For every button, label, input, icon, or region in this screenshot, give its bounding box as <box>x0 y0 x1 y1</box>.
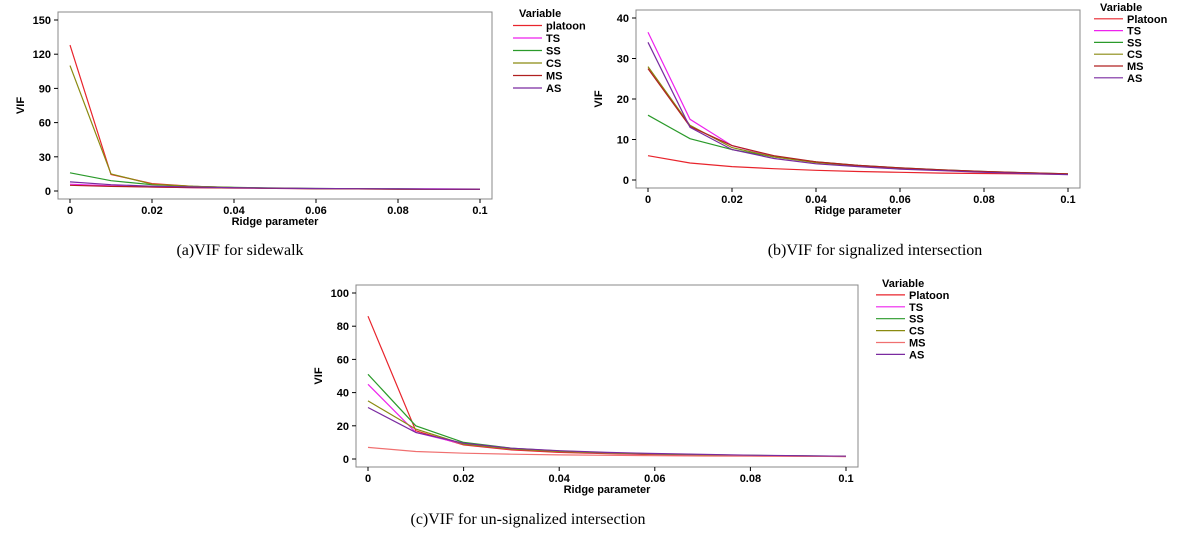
y-tick-label: 0 <box>45 186 51 198</box>
series-line-as <box>647 42 1069 176</box>
series-line-as <box>69 181 481 190</box>
chart-2: 0 20 40 60 80 100 0 0.02 0.04 0.06 0.08 0.1 Ridge pa… <box>313 278 950 528</box>
legend-entry: TS <box>1127 26 1141 38</box>
x-tick-label: 0.02 <box>721 194 742 206</box>
legend-entry: SS <box>546 46 561 58</box>
x-tick-label: 0 <box>365 473 371 485</box>
legend-entry: Platoon <box>909 290 950 302</box>
figure-caption: (a)VIF for sidewalk <box>176 242 303 259</box>
x-tick-label: 0.08 <box>740 473 761 485</box>
y-tick-label: 40 <box>617 13 629 25</box>
series-line-cs <box>367 400 847 457</box>
legend-title: Variable <box>882 278 924 290</box>
legend-entry: CS <box>1127 49 1142 61</box>
legend-entry: MS <box>1127 61 1144 73</box>
series-line-ss <box>367 373 847 457</box>
x-tick-label: 0.06 <box>889 194 910 206</box>
y-tick-label: 100 <box>331 288 349 300</box>
x-tick-label: 0.04 <box>548 473 570 485</box>
y-axis-label: VIF <box>15 97 27 114</box>
series-line-ts <box>367 383 847 457</box>
y-tick-label: 80 <box>337 321 349 333</box>
legend-entry: TS <box>909 302 923 314</box>
series-line-platoon <box>69 44 481 190</box>
legend-entry: AS <box>1127 73 1142 85</box>
y-axis-label: VIF <box>593 90 605 107</box>
x-tick-label: 0 <box>645 194 651 206</box>
legend-entry: Platoon <box>1127 14 1168 26</box>
x-tick-label: 0.1 <box>1060 194 1075 206</box>
y-tick-label: 60 <box>39 118 51 130</box>
y-tick-label: 0 <box>623 175 629 187</box>
series-line-platoon <box>647 155 1069 175</box>
series-line-as <box>367 406 847 457</box>
series-line-cs <box>647 66 1069 175</box>
figure-caption: (b)VIF for signalized intersection <box>768 242 983 259</box>
x-tick-label: 0.02 <box>141 205 162 217</box>
y-tick-label: 150 <box>33 15 51 27</box>
x-tick-label: 0.06 <box>305 205 326 217</box>
legend-entry: TS <box>546 33 560 45</box>
legend-title: Variable <box>519 8 561 20</box>
legend-entry: AS <box>909 349 924 361</box>
plot-frame <box>57 11 493 200</box>
x-tick-label: 0.08 <box>973 194 994 206</box>
y-axis-label: VIF <box>313 367 325 384</box>
y-tick-label: 0 <box>343 454 349 466</box>
x-tick-label: 0.08 <box>387 205 408 217</box>
x-axis-label: Ridge parameter <box>815 205 903 217</box>
legend-entry: CS <box>909 326 924 338</box>
legend-title: Variable <box>1100 2 1142 14</box>
y-tick-label: 10 <box>617 135 629 147</box>
y-tick-label: 20 <box>617 94 629 106</box>
plot-frame <box>635 9 1081 189</box>
chart-0: 0 30 60 90 120 150 0 0.02 0.04 0.06 0.08 0.1 Ridge p… <box>15 8 586 259</box>
plot-frame <box>355 284 859 468</box>
y-tick-label: 30 <box>39 152 51 164</box>
series-line-ms <box>367 446 847 458</box>
x-tick-label: 0.06 <box>644 473 665 485</box>
y-tick-label: 120 <box>33 49 51 61</box>
series-line-cs <box>69 65 481 190</box>
y-tick-label: 40 <box>337 388 349 400</box>
x-tick-label: 0.1 <box>838 473 853 485</box>
x-tick-label: 0.04 <box>223 205 245 217</box>
series-line-ts <box>647 31 1069 175</box>
legend-entry: MS <box>909 338 926 350</box>
chart-1: 0 10 20 30 40 0 0.02 0.04 0.06 0.08 0.1 Ridge param… <box>593 2 1168 259</box>
x-tick-label: 0.02 <box>453 473 474 485</box>
figure-caption: (c)VIF for un-signalized intersection <box>410 511 645 528</box>
x-axis-label: Ridge parameter <box>564 484 652 496</box>
x-tick-label: 0 <box>67 205 73 217</box>
series-line-platoon <box>367 315 847 458</box>
legend-entry: CS <box>546 58 561 70</box>
y-tick-label: 20 <box>337 421 349 433</box>
y-tick-label: 30 <box>617 54 629 66</box>
y-tick-label: 60 <box>337 354 349 366</box>
series-line-ms <box>647 68 1069 175</box>
legend-entry: AS <box>546 83 561 95</box>
legend-entry: SS <box>1127 37 1142 49</box>
y-tick-label: 90 <box>39 83 51 95</box>
legend-entry: MS <box>546 71 563 83</box>
x-tick-label: 0.04 <box>805 194 827 206</box>
x-tick-label: 0.1 <box>472 205 487 217</box>
x-axis-label: Ridge parameter <box>232 216 320 228</box>
legend-entry: SS <box>909 314 924 326</box>
legend-entry: platoon <box>546 21 586 33</box>
